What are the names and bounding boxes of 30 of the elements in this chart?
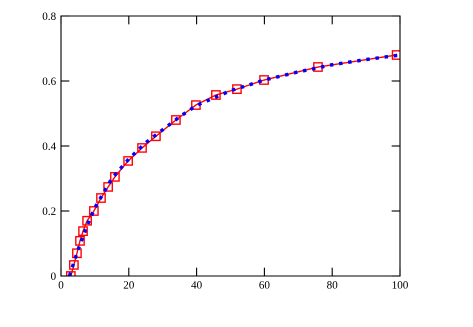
x-tick-label: 20 (124, 281, 134, 289)
point (171, 115, 181, 125)
x-tick-label: 60 (259, 281, 270, 289)
point (232, 84, 242, 94)
y-tick-label: 0.2 (42, 207, 56, 216)
y-tick-label: 0 (51, 272, 56, 280)
point (259, 75, 269, 85)
point (78, 226, 88, 236)
point (151, 131, 161, 142)
x-tick-label: 0 (58, 281, 64, 289)
point (137, 143, 147, 153)
y-tick-label: 0.4 (42, 142, 56, 150)
point (110, 172, 120, 182)
point (69, 260, 79, 270)
point (103, 182, 113, 192)
point (123, 156, 133, 166)
point (96, 193, 106, 203)
x-tick-label: 100 (392, 281, 408, 289)
x-tick-label: 40 (191, 281, 202, 289)
point (392, 50, 400, 60)
point (72, 248, 82, 258)
point (75, 236, 85, 246)
point (82, 216, 92, 226)
x-tick-label: 80 (327, 281, 338, 289)
point (211, 90, 221, 100)
y-tick-label: 0.6 (42, 77, 56, 86)
point (89, 206, 99, 216)
point (191, 100, 201, 110)
y-tick-label: 0.8 (42, 12, 56, 20)
point (313, 62, 323, 72)
